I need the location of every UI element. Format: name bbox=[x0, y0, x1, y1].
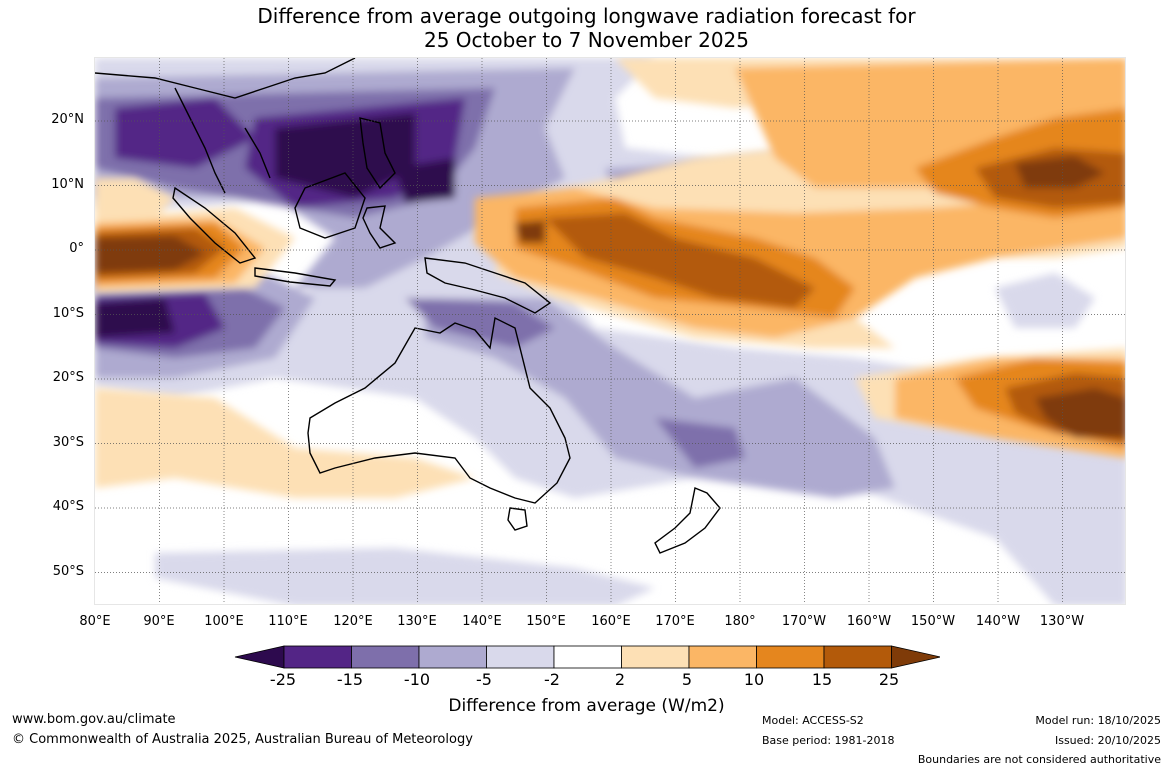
colorbar-tick-minus-25: -25 bbox=[269, 670, 297, 689]
colorbar-cell-minus-5-to-minus-2 bbox=[486, 645, 555, 669]
colorbar-tick-minus-5: -5 bbox=[476, 670, 492, 689]
colorbar-tick-15: 15 bbox=[811, 670, 833, 689]
colorbar-tick-2: 2 bbox=[614, 670, 626, 689]
colorbar-tick-25: 25 bbox=[878, 670, 900, 689]
lon-label-80e: 80°E bbox=[79, 614, 111, 629]
colorbar-cell-minus-25-to-minus-15 bbox=[283, 645, 352, 669]
colorbar-tick-minus-2: -2 bbox=[544, 670, 560, 689]
lon-label-120e: 120°E bbox=[333, 614, 373, 629]
lat-label-20n: 20°N bbox=[51, 112, 84, 127]
lon-label-140e: 140°E bbox=[462, 614, 502, 629]
base-period: Base period: 1981-2018 bbox=[762, 734, 895, 747]
lat-label-50s: 50°S bbox=[52, 564, 84, 579]
colorbar-tick-5: 5 bbox=[681, 670, 693, 689]
lon-label-130e: 130°E bbox=[397, 614, 437, 629]
philippines-coastline bbox=[359, 117, 396, 190]
colorbar-cell-5-to-10 bbox=[688, 645, 757, 669]
colorbar-extend-above-cell bbox=[891, 645, 940, 669]
australia-coastline bbox=[307, 316, 571, 504]
colorbar-cell-2-to-5 bbox=[621, 645, 690, 669]
bom-climate-link[interactable]: www.bom.gov.au/climate bbox=[12, 712, 176, 727]
lat-label-10s: 10°S bbox=[52, 306, 84, 321]
colorbar-extend-below-cell bbox=[234, 645, 285, 669]
positive-anomaly-regions bbox=[95, 58, 1125, 498]
title-line-1: Difference from average outgoing longwav… bbox=[257, 4, 916, 28]
olr-anomaly-map bbox=[94, 57, 1126, 605]
sumatra-coastline bbox=[172, 186, 257, 264]
map-title: Difference from average outgoing longwav… bbox=[0, 4, 1173, 52]
lon-label-160w: 160°W bbox=[846, 614, 892, 629]
sulawesi-coastline bbox=[362, 205, 397, 249]
colorbar-cell-15-to-25 bbox=[823, 645, 892, 669]
boundaries-disclaimer: Boundaries are not considered authoritat… bbox=[917, 753, 1161, 766]
colorbar-tick-10: 10 bbox=[743, 670, 765, 689]
new-zealand-coastline bbox=[654, 487, 721, 554]
lon-label-90e: 90°E bbox=[143, 614, 175, 629]
lat-label-equator: 0° bbox=[69, 241, 84, 256]
colorbar bbox=[234, 645, 940, 669]
java-coastline bbox=[254, 267, 337, 287]
lon-label-110e: 110°E bbox=[268, 614, 308, 629]
lon-label-150w: 150°W bbox=[910, 614, 956, 629]
model-name: Model: ACCESS-S2 bbox=[762, 714, 864, 727]
borneo-coastline bbox=[294, 172, 366, 239]
lon-label-140w: 140°W bbox=[975, 614, 1021, 629]
colorbar-cell-minus-2-to-2 bbox=[553, 645, 622, 669]
colorbar-label: Difference from average (W/m2) bbox=[448, 696, 725, 716]
lat-label-10n: 10°N bbox=[51, 177, 84, 192]
title-line-2: 25 October to 7 November 2025 bbox=[423, 28, 750, 52]
tasmania-coastline bbox=[507, 507, 528, 531]
colorbar-cell-minus-15-to-minus-10 bbox=[351, 645, 420, 669]
lon-label-130w: 130°W bbox=[1039, 614, 1085, 629]
lat-label-40s: 40°S bbox=[52, 499, 84, 514]
copyright-notice: © Commonwealth of Australia 2025, Austra… bbox=[12, 732, 473, 747]
colorbar-cell-minus-10-to-minus-5 bbox=[418, 645, 487, 669]
coastlines bbox=[95, 58, 721, 554]
lon-label-170w: 170°W bbox=[781, 614, 827, 629]
colorbar-cell-10-to-15 bbox=[756, 645, 825, 669]
issued-date: Issued: 20/10/2025 bbox=[1054, 734, 1161, 747]
lon-label-180: 180° bbox=[724, 614, 756, 629]
lon-label-150e: 150°E bbox=[526, 614, 566, 629]
lon-label-160e: 160°E bbox=[591, 614, 631, 629]
lon-label-170e: 170°E bbox=[655, 614, 695, 629]
new-guinea-coastline bbox=[424, 257, 552, 314]
model-run-date: Model run: 18/10/2025 bbox=[1035, 714, 1161, 727]
lon-label-100e: 100°E bbox=[204, 614, 244, 629]
lat-label-30s: 30°S bbox=[52, 435, 84, 450]
colorbar-tick-minus-15: -15 bbox=[336, 670, 364, 689]
graticule bbox=[95, 58, 1125, 604]
mainland-asia-coastline bbox=[95, 58, 356, 194]
colorbar-tick-minus-10: -10 bbox=[403, 670, 431, 689]
lat-label-20s: 20°S bbox=[52, 370, 84, 385]
